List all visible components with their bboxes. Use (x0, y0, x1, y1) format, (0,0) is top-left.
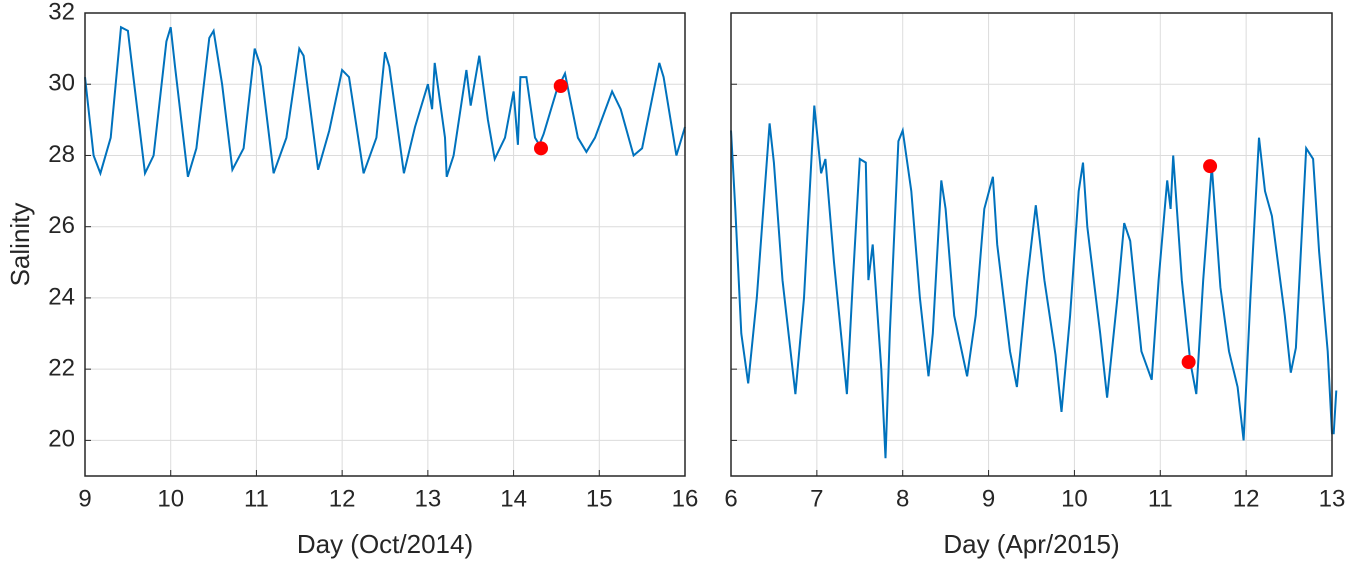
x-tick-label: 7 (810, 485, 823, 512)
y-tick-label: 22 (48, 354, 75, 381)
axes-box (84, 12, 686, 477)
marker (1203, 159, 1218, 174)
x-tick-label: 10 (157, 485, 184, 512)
x-tick-label: 15 (586, 485, 613, 512)
x-tick-label: 11 (1148, 485, 1173, 512)
marker (534, 141, 548, 156)
x-tick-label: 11 (244, 485, 269, 512)
x-tick-label: 14 (500, 485, 527, 512)
data-line (730, 105, 1338, 459)
y-axis-label: Salinity (5, 203, 35, 287)
x-tick-label: 8 (896, 485, 909, 512)
x-tick-label: 12 (1233, 485, 1260, 512)
plot: 6 7 8 9 10 11 12 13 Day (Apr/2015) (724, 12, 1346, 559)
marker (1181, 355, 1196, 370)
y-tick-label: 24 (48, 283, 75, 310)
x-axis-label: Day (Oct/2014) (297, 529, 473, 559)
x-tick-label: 9 (78, 485, 91, 512)
x-tick-label: 6 (724, 485, 737, 512)
y-tick-label: 20 (48, 426, 75, 453)
x-tick-label: 13 (1319, 485, 1346, 512)
y-tick-label: 32 (48, 0, 75, 25)
x-tick-label: 10 (1061, 485, 1088, 512)
plot: 20 22 24 26 28 30 32 9 10 11 12 13 14 15 16 Day (Oct/20… (5, 0, 698, 559)
axes-box (730, 12, 1333, 477)
x-axis-label: Day (Apr/2015) (943, 529, 1119, 559)
y-tick-label: 26 (48, 212, 75, 239)
x-tick-label: 12 (329, 485, 356, 512)
marker (553, 79, 568, 94)
x-tick-label: 13 (415, 485, 442, 512)
x-tick-label: 16 (672, 485, 699, 512)
y-tick-label: 28 (48, 141, 75, 168)
data-line (84, 25, 686, 178)
y-tick-label: 30 (48, 70, 75, 97)
x-tick-label: 9 (982, 485, 995, 512)
